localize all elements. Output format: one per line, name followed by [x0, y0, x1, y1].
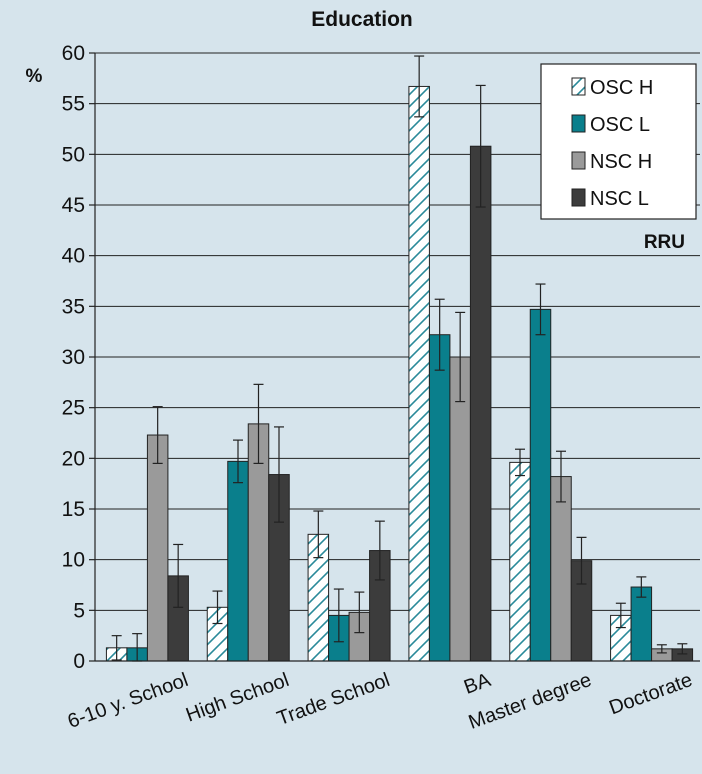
y-tick-label: 30 [62, 346, 85, 369]
y-tick-label: 35 [62, 295, 85, 318]
y-tick-label: 25 [62, 397, 85, 420]
bar [146, 434, 169, 662]
legend: OSC H OSC L NSC H NSC L [540, 63, 697, 220]
bar [227, 460, 249, 662]
y-tick-label: 20 [62, 447, 85, 470]
rru-annotation: RRU [644, 232, 685, 253]
error-bars [111, 55, 688, 662]
legend-label: NSC H [590, 151, 652, 173]
bar [408, 85, 430, 662]
x-tick-label: Doctorate [606, 669, 695, 719]
bar [550, 476, 572, 662]
legend-label: NSC L [590, 188, 649, 210]
bar [630, 586, 653, 662]
y-tick-label: 60 [62, 42, 85, 65]
bar [509, 461, 531, 662]
y-tick-label: 55 [62, 93, 85, 116]
x-tick-label: BA [461, 669, 494, 699]
legend-swatch [571, 188, 586, 207]
legend-label: OSC H [590, 77, 653, 99]
legend-swatch [571, 77, 586, 96]
y-tick-label: 5 [73, 599, 85, 622]
y-axis-ticks: 0 5 10 15 20 25 30 35 40 45 50 55 60 [62, 42, 95, 673]
bar [449, 356, 471, 662]
x-tick-label: High School [183, 669, 292, 727]
chart-title: Education [311, 8, 413, 31]
x-tick-label: 6-10 y. School [65, 669, 191, 733]
legend-swatch [571, 114, 586, 133]
legend-items: OSC H OSC L NSC H NSC L [571, 77, 653, 210]
y-tick-label: 15 [62, 498, 85, 521]
y-tick-label: 0 [73, 650, 85, 673]
y-tick-label: 40 [62, 245, 85, 268]
legend-box [540, 63, 697, 220]
bar-series [105, 85, 694, 662]
legend-swatch [571, 151, 586, 170]
y-tick-label: 45 [62, 194, 85, 217]
bar [529, 308, 552, 662]
y-axis-unit-label: % [26, 66, 43, 87]
bar [469, 145, 492, 662]
bar [428, 334, 451, 662]
y-tick-label: 10 [62, 549, 85, 572]
x-tick-label: Trade School [274, 669, 393, 730]
y-tick-label: 50 [62, 143, 85, 166]
legend-label: OSC L [590, 114, 650, 136]
